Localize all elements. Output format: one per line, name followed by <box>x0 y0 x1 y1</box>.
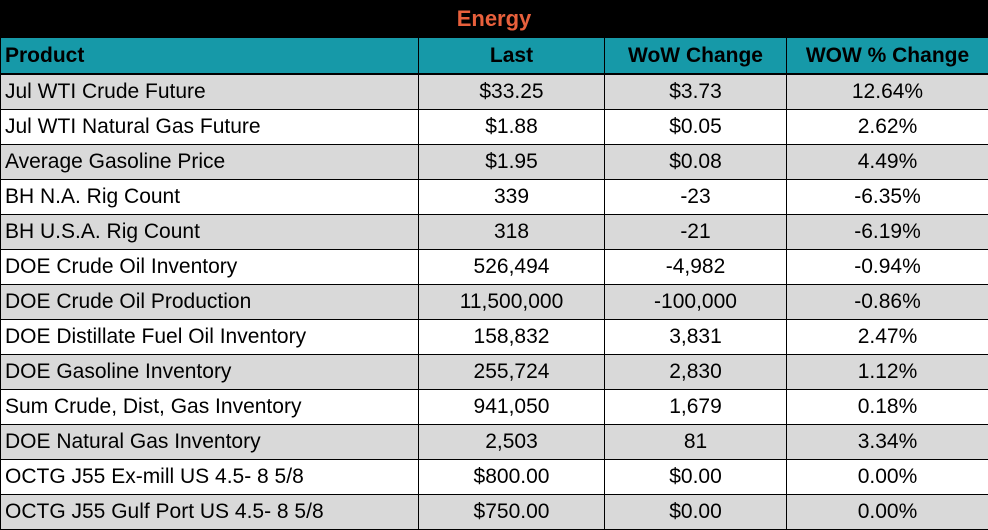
wow-change-cell: -4,982 <box>605 250 787 285</box>
header-product: Product <box>1 38 419 75</box>
wow-pct-change-cell: -0.94% <box>787 250 988 285</box>
last-cell: 339 <box>419 180 605 215</box>
product-cell: DOE Distillate Fuel Oil Inventory <box>1 320 419 355</box>
product-cell: Jul WTI Natural Gas Future <box>1 110 419 145</box>
last-cell: 526,494 <box>419 250 605 285</box>
last-cell: 255,724 <box>419 355 605 390</box>
header-row: Product Last WoW Change WOW % Change <box>1 38 988 75</box>
wow-change-cell: $0.05 <box>605 110 787 145</box>
wow-change-cell: -23 <box>605 180 787 215</box>
product-cell: Average Gasoline Price <box>1 145 419 180</box>
header-wow-pct-change: WOW % Change <box>787 38 988 75</box>
wow-pct-change-cell: 0.00% <box>787 495 988 530</box>
last-cell: 318 <box>419 215 605 250</box>
header-wow-change: WoW Change <box>605 38 787 75</box>
wow-change-cell: -21 <box>605 215 787 250</box>
last-cell: $800.00 <box>419 460 605 495</box>
wow-pct-change-cell: 0.00% <box>787 460 988 495</box>
product-cell: OCTG J55 Ex-mill US 4.5- 8 5/8 <box>1 460 419 495</box>
table-title: Energy <box>0 0 988 37</box>
last-cell: $1.95 <box>419 145 605 180</box>
last-cell: 11,500,000 <box>419 285 605 320</box>
last-cell: $33.25 <box>419 74 605 110</box>
product-cell: DOE Crude Oil Inventory <box>1 250 419 285</box>
last-cell: 158,832 <box>419 320 605 355</box>
wow-pct-change-cell: 2.62% <box>787 110 988 145</box>
wow-change-cell: -100,000 <box>605 285 787 320</box>
product-cell: OCTG J55 Gulf Port US 4.5- 8 5/8 <box>1 495 419 530</box>
last-cell: $750.00 <box>419 495 605 530</box>
table-row: OCTG J55 Ex-mill US 4.5- 8 5/8$800.00$0.… <box>1 460 988 495</box>
wow-pct-change-cell: -6.35% <box>787 180 988 215</box>
wow-change-cell: 3,831 <box>605 320 787 355</box>
wow-change-cell: $3.73 <box>605 74 787 110</box>
product-cell: Jul WTI Crude Future <box>1 74 419 110</box>
wow-pct-change-cell: 2.47% <box>787 320 988 355</box>
wow-change-cell: 81 <box>605 425 787 460</box>
last-cell: 941,050 <box>419 390 605 425</box>
table-row: OCTG J55 Gulf Port US 4.5- 8 5/8$750.00$… <box>1 495 988 530</box>
product-cell: BH N.A. Rig Count <box>1 180 419 215</box>
wow-pct-change-cell: 0.18% <box>787 390 988 425</box>
wow-pct-change-cell: 3.34% <box>787 425 988 460</box>
last-cell: 2,503 <box>419 425 605 460</box>
wow-pct-change-cell: -6.19% <box>787 215 988 250</box>
wow-pct-change-cell: 1.12% <box>787 355 988 390</box>
product-cell: DOE Natural Gas Inventory <box>1 425 419 460</box>
header-last: Last <box>419 38 605 75</box>
wow-change-cell: $0.08 <box>605 145 787 180</box>
product-cell: Sum Crude, Dist, Gas Inventory <box>1 390 419 425</box>
last-cell: $1.88 <box>419 110 605 145</box>
wow-pct-change-cell: 4.49% <box>787 145 988 180</box>
wow-change-cell: 1,679 <box>605 390 787 425</box>
energy-table: Product Last WoW Change WOW % Change Jul… <box>0 37 988 530</box>
wow-change-cell: 2,830 <box>605 355 787 390</box>
wow-pct-change-cell: -0.86% <box>787 285 988 320</box>
product-cell: BH U.S.A. Rig Count <box>1 215 419 250</box>
product-cell: DOE Crude Oil Production <box>1 285 419 320</box>
product-cell: DOE Gasoline Inventory <box>1 355 419 390</box>
wow-change-cell: $0.00 <box>605 495 787 530</box>
wow-change-cell: $0.00 <box>605 460 787 495</box>
wow-pct-change-cell: 12.64% <box>787 74 988 110</box>
